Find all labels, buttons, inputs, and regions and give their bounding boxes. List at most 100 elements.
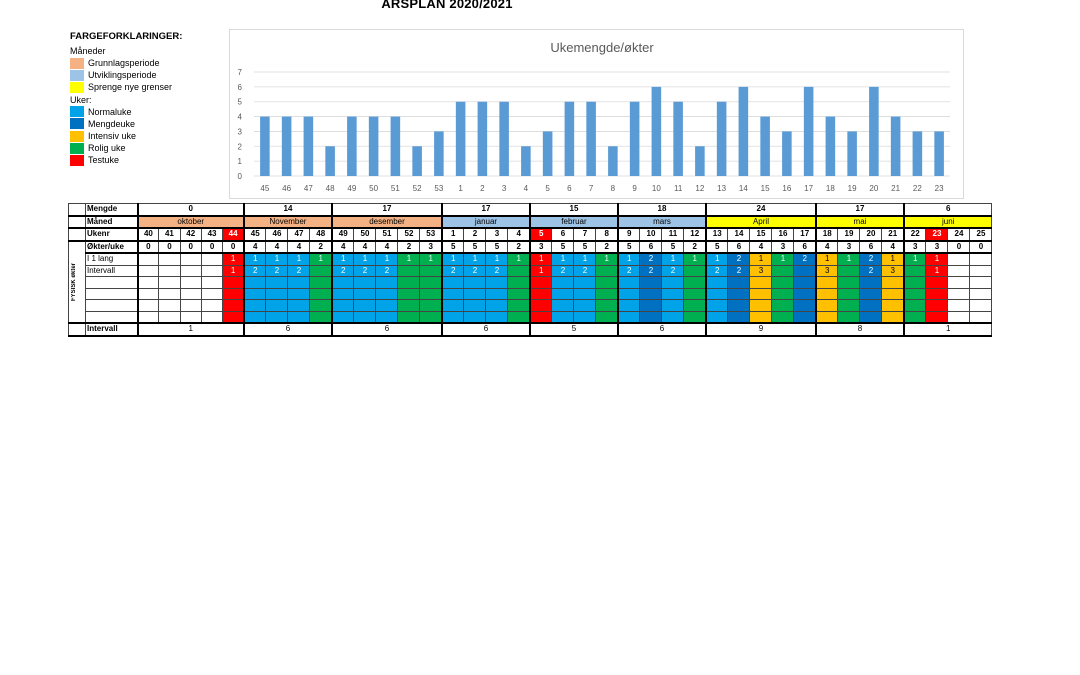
row-blank: [69, 310, 993, 324]
x-tick-label: 19: [848, 184, 857, 193]
week-number-cell: 6: [551, 227, 575, 242]
bar-week-6: [564, 101, 575, 176]
month-cell: juni: [902, 215, 993, 229]
okter-cell: 3: [925, 240, 949, 254]
week-number-cell: 2: [463, 227, 487, 242]
legend-week-label: Rolig uke: [88, 143, 126, 154]
x-tick-label: 52: [413, 184, 422, 193]
plan-cell: [222, 276, 245, 289]
plan-cell: 1: [528, 252, 553, 266]
y-tick-label: 6: [238, 83, 243, 92]
okter-cell: 6: [793, 240, 817, 254]
okter-cell: 5: [440, 240, 465, 254]
plan-cell: [881, 310, 905, 324]
mengde-cell: 14: [242, 203, 333, 217]
row-blank: [69, 287, 993, 300]
plan-cell: 3: [814, 264, 839, 277]
bar-week-8: [608, 146, 618, 176]
x-tick-label: 10: [652, 184, 661, 193]
row-label-mengde: Mengde: [85, 203, 138, 217]
plan-cell: [573, 276, 597, 289]
color-legend: FARGEFORKLARINGER: Måneder Grunnlagsperi…: [70, 31, 182, 167]
okter-cell: 4: [287, 240, 311, 254]
row-label-intervall-sum: Intervall: [85, 322, 138, 337]
plan-cell: [309, 264, 333, 277]
bar-week-13: [716, 101, 727, 176]
plan-cell: [419, 310, 443, 324]
plan-cell: [507, 287, 531, 300]
plan-cell: [242, 299, 267, 312]
legend-week-label: Intensiv uke: [88, 131, 137, 142]
plan-cell: [419, 287, 443, 300]
row-label-lang: I 1 lang: [85, 252, 138, 266]
weekly-volume-chart: Ukemengde/økter 0 1 2 3 4 5 6 7 45 46 47 48 49 50 51 52 5…: [229, 29, 964, 199]
plan-cell: 1: [440, 252, 465, 266]
plan-cell: [947, 287, 971, 300]
plan-cell: [242, 276, 267, 289]
plan-cell: [551, 310, 575, 324]
week-number-cell: 17: [793, 227, 817, 242]
plan-cell: [551, 276, 575, 289]
x-tick-label: 13: [717, 184, 726, 193]
plan-cell: [507, 299, 531, 312]
plan-cell: 1: [309, 252, 333, 266]
legend-month-swatch: [70, 69, 84, 81]
week-number-cell: 44: [222, 227, 245, 242]
plan-cell: 1: [925, 252, 949, 266]
row-label-blank: [85, 310, 138, 324]
bar-week-10: [651, 86, 662, 176]
plan-cell: [771, 264, 795, 277]
week-number-cell: 45: [242, 227, 267, 242]
plan-cell: [375, 276, 399, 289]
plan-cell: 1: [330, 252, 355, 266]
month-cell: November: [242, 215, 333, 229]
plan-cell: [969, 276, 993, 289]
plan-cell: [595, 299, 619, 312]
week-number-cell: 9: [616, 227, 641, 242]
plan-cell: [902, 276, 927, 289]
plan-cell: [969, 299, 993, 312]
month-cell: januar: [440, 215, 531, 229]
plan-cell: [551, 287, 575, 300]
week-number-cell: 8: [595, 227, 619, 242]
plan-cell: 1: [485, 252, 509, 266]
plan-cell: [287, 276, 311, 289]
plan-cell: 1: [507, 252, 531, 266]
plan-cell: [837, 310, 861, 324]
row-intervall: Intervall 1 2 2 2 2 2 2 2 2 2 1 2 2 2 2 2 2 2 3 3 2 3 1: [69, 264, 993, 277]
okter-cell: 0: [158, 240, 181, 254]
plan-cell: [683, 310, 707, 324]
plan-cell: [485, 299, 509, 312]
plan-cell: [683, 264, 707, 277]
plan-cell: [136, 287, 160, 300]
plan-cell: [969, 310, 993, 324]
plan-cell: [222, 287, 245, 300]
okter-cell: 0: [222, 240, 245, 254]
week-number-cell: 4: [507, 227, 531, 242]
plan-cell: [704, 310, 729, 324]
plan-cell: [661, 276, 685, 289]
plan-cell: 2: [551, 264, 575, 277]
plan-cell: [179, 287, 202, 300]
month-cell: mars: [616, 215, 707, 229]
okter-cell: 4: [814, 240, 839, 254]
plan-cell: [771, 310, 795, 324]
week-number-cell: 50: [353, 227, 377, 242]
bar-week-47: [303, 116, 314, 176]
plan-cell: [925, 299, 949, 312]
plan-cell: 1: [881, 252, 905, 266]
interval-sum-cell: 6: [330, 322, 443, 337]
plan-cell: [639, 310, 663, 324]
okter-cell: 2: [595, 240, 619, 254]
plan-table: Mengde 0 14 17 17 15 18 24 17 6 Måned oktober Novemb…: [68, 203, 993, 337]
row-label-maned: Måned: [85, 215, 138, 229]
bar-week-14: [738, 86, 749, 176]
week-number-cell: 18: [814, 227, 839, 242]
plan-cell: 2: [242, 264, 267, 277]
plan-cell: [440, 287, 465, 300]
plan-cell: [309, 287, 333, 300]
plan-cell: [158, 252, 181, 266]
row-lang: I 1 lang 1 1 1 1 1 1 1 1 1 1 1 1 1 1 1 1 1 1 1 2 1 1 1 2 1 1 2 1 1 2 1 1…: [69, 252, 993, 266]
plan-cell: [440, 310, 465, 324]
plan-cell: [158, 299, 181, 312]
